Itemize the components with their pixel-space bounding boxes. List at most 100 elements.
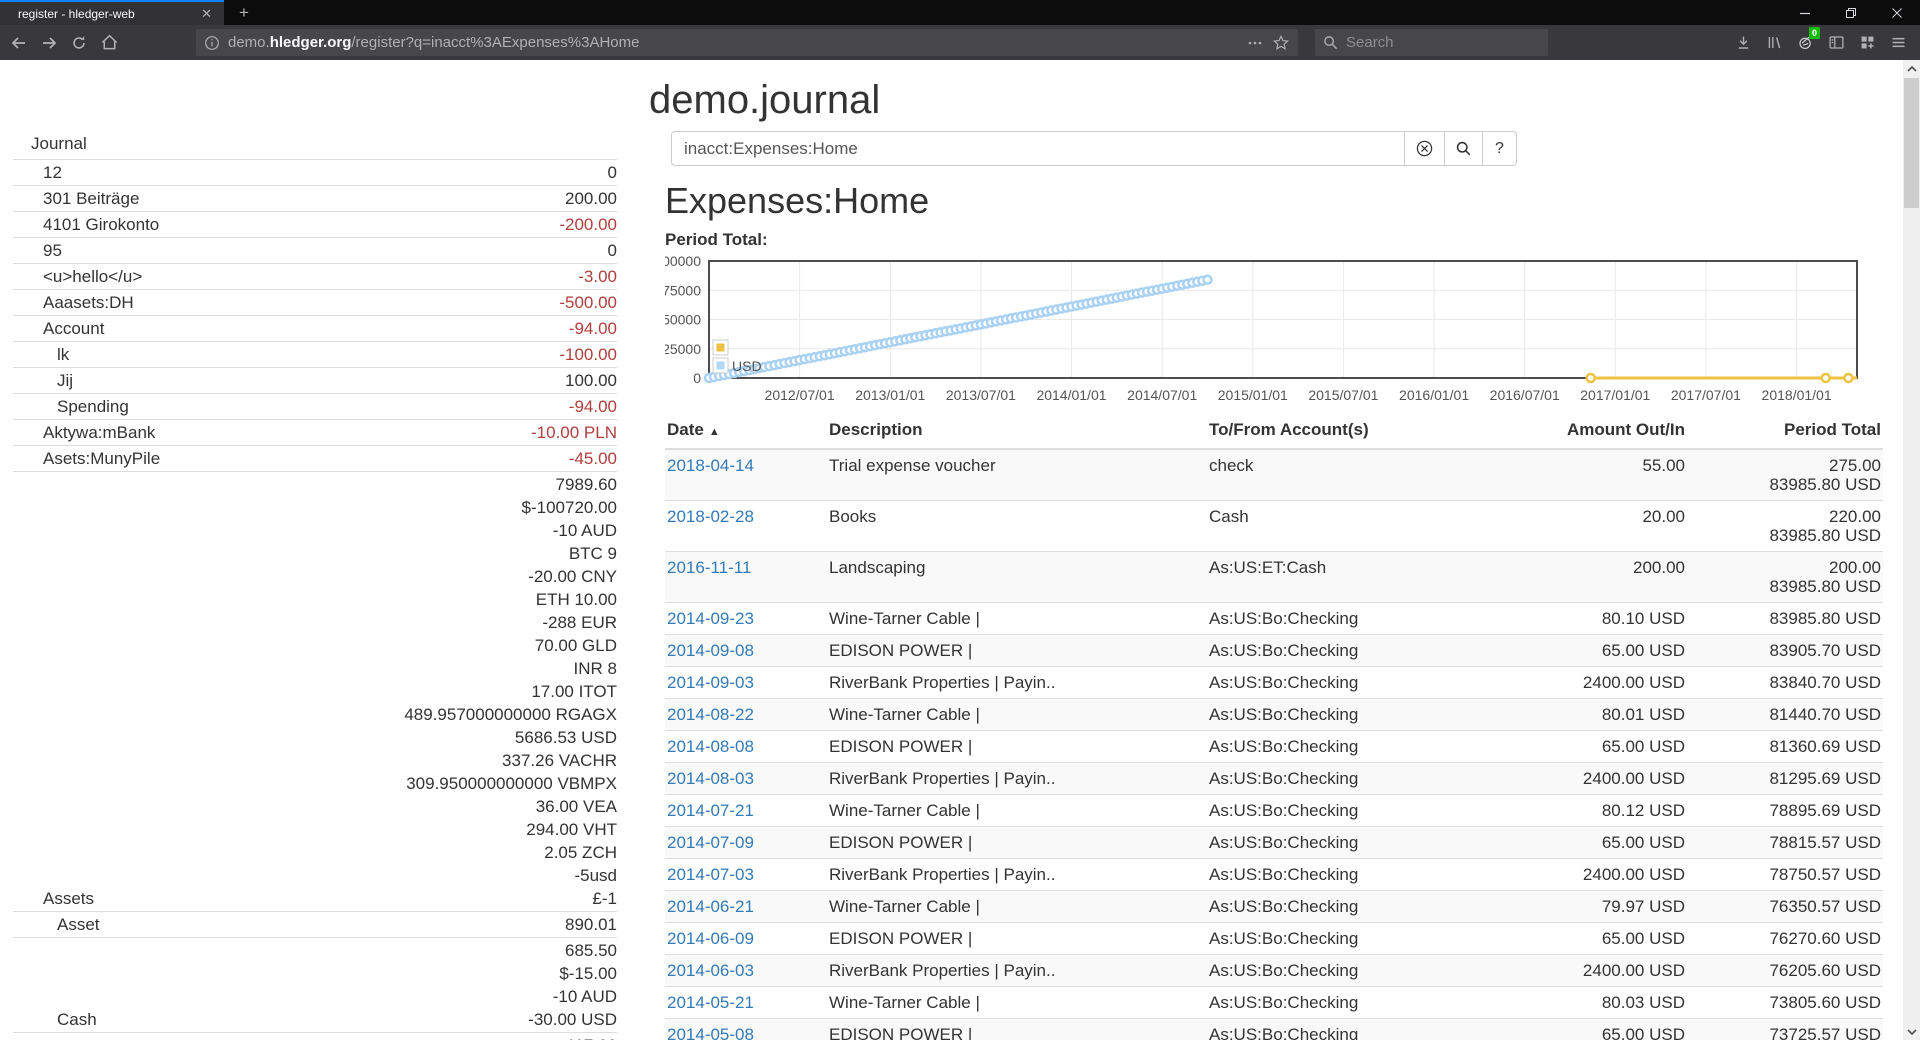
col-date[interactable]: Date ▲ bbox=[665, 414, 827, 450]
vertical-scrollbar[interactable] bbox=[1903, 60, 1920, 1040]
transaction-description: RiverBank Properties | Payin.. bbox=[827, 762, 1207, 795]
period-total-value: 81360.69 USD bbox=[1769, 737, 1881, 756]
sidebar-account-link[interactable]: Assets bbox=[43, 889, 95, 908]
downloads-button[interactable] bbox=[1728, 28, 1759, 57]
browser-search-field[interactable]: Search bbox=[1315, 29, 1548, 56]
extension-button[interactable]: 0 bbox=[1790, 27, 1821, 57]
back-button[interactable] bbox=[4, 29, 34, 57]
page-actions-icon[interactable] bbox=[1246, 34, 1264, 52]
home-button[interactable] bbox=[94, 29, 124, 57]
account-balance: -10 AUD bbox=[552, 521, 617, 540]
amount-out-in: 200.00 bbox=[1537, 551, 1687, 603]
transaction-date-link[interactable]: 2014-08-03 bbox=[667, 769, 754, 788]
overflow-grid-button[interactable] bbox=[1852, 28, 1883, 57]
library-button[interactable] bbox=[1759, 28, 1790, 57]
sidebar-account-link[interactable]: Aaasets:DH bbox=[43, 293, 134, 312]
scroll-up-button[interactable] bbox=[1903, 60, 1920, 77]
sidebar-account-link[interactable]: 95 bbox=[43, 241, 62, 260]
transaction-date-link[interactable]: 2018-02-28 bbox=[667, 507, 754, 526]
sidebar-account-list: 12 0 301 Beiträge 200.00 4101 Girokonto -200.… bbox=[13, 159, 617, 1040]
sidebar-journal-link[interactable]: Journal bbox=[31, 134, 87, 153]
site-info-icon[interactable] bbox=[204, 35, 220, 51]
sidebar-account-link[interactable]: lk bbox=[57, 345, 70, 364]
sidebar-account-link[interactable]: Asets:MunyPile bbox=[43, 449, 161, 468]
transaction-date-link[interactable]: 2014-09-08 bbox=[667, 641, 754, 660]
menu-button[interactable] bbox=[1883, 28, 1914, 57]
transaction-date-link[interactable]: 2016-11-11 bbox=[667, 558, 752, 577]
account-link[interactable]: As:US:Bo:Checking bbox=[1209, 801, 1359, 820]
account-link[interactable]: As:US:Bo:Checking bbox=[1209, 833, 1359, 852]
transaction-date-link[interactable]: 2014-08-08 bbox=[667, 737, 754, 756]
period-total-value: 76205.60 USD bbox=[1769, 961, 1881, 980]
transaction-description: Landscaping bbox=[827, 551, 1207, 603]
account-balance: ETH 10.00 bbox=[535, 590, 617, 609]
transaction-date-link[interactable]: 2014-09-03 bbox=[667, 673, 754, 692]
sidebar-account-link[interactable]: Asset bbox=[57, 915, 100, 934]
sidebar-account-link[interactable]: 4101 Girokonto bbox=[43, 215, 160, 234]
url-bar[interactable]: demo.hledger.org/register?q=inacct%3AExp… bbox=[196, 29, 1298, 56]
sidebar-account-link[interactable]: <u>hello</u> bbox=[43, 267, 143, 286]
sidebar-account-link[interactable]: Jij bbox=[57, 371, 74, 390]
account-link[interactable]: As:US:Bo:Checking bbox=[1209, 769, 1359, 788]
account-link[interactable]: As:US:Bo:Checking bbox=[1209, 705, 1359, 724]
transaction-date-link[interactable]: 2014-07-03 bbox=[667, 865, 754, 884]
scroll-down-button[interactable] bbox=[1903, 1023, 1920, 1040]
account-link[interactable]: check bbox=[1209, 456, 1254, 475]
period-total-value: 83985.80 USD bbox=[1769, 577, 1881, 596]
transaction-date-link[interactable]: 2014-07-21 bbox=[667, 801, 754, 820]
sidebar-account-link[interactable]: Account bbox=[43, 319, 105, 338]
sidebar-account-link[interactable]: Aktywa:mBank bbox=[43, 423, 156, 442]
page-content: Journal 12 0 301 Beiträge 200.00 4101 Giroko… bbox=[0, 60, 1920, 1040]
svg-text:25000: 25000 bbox=[665, 341, 701, 357]
account-link[interactable]: As:US:Bo:Checking bbox=[1209, 1025, 1359, 1040]
period-total-value: 73725.57 USD bbox=[1769, 1025, 1881, 1040]
transaction-date-link[interactable]: 2014-08-22 bbox=[667, 705, 754, 724]
transaction-date-link[interactable]: 2014-06-09 bbox=[667, 929, 754, 948]
account-link[interactable]: Cash bbox=[1209, 507, 1249, 526]
reload-button[interactable] bbox=[64, 29, 94, 57]
clear-search-button[interactable] bbox=[1405, 131, 1445, 166]
sidebar-account-link[interactable]: Cash bbox=[57, 1010, 97, 1029]
query-input[interactable] bbox=[671, 131, 1405, 166]
search-button[interactable] bbox=[1445, 131, 1483, 166]
window-restore-button[interactable] bbox=[1828, 0, 1874, 25]
window-close-button[interactable] bbox=[1874, 0, 1920, 25]
new-tab-button[interactable]: + bbox=[239, 3, 249, 22]
window-minimize-button[interactable] bbox=[1782, 0, 1828, 25]
transaction-date-link[interactable]: 2014-06-21 bbox=[667, 897, 754, 916]
transaction-date-link[interactable]: 2014-09-23 bbox=[667, 609, 754, 628]
account-link[interactable]: As:US:Bo:Checking bbox=[1209, 865, 1359, 884]
sidebar-toggle-button[interactable] bbox=[1821, 28, 1852, 57]
account-link[interactable]: As:US:Bo:Checking bbox=[1209, 897, 1359, 916]
account-link[interactable]: As:US:Bo:Checking bbox=[1209, 673, 1359, 692]
account-link[interactable]: As:US:Bo:Checking bbox=[1209, 641, 1359, 660]
forward-button[interactable] bbox=[34, 29, 64, 57]
account-balance: -45.00 bbox=[568, 449, 617, 468]
svg-text:2014/01/01: 2014/01/01 bbox=[1036, 387, 1106, 403]
sidebar-account-link[interactable]: Spending bbox=[57, 397, 129, 416]
bookmark-star-icon[interactable] bbox=[1272, 34, 1290, 52]
browser-tab[interactable]: register - hledger-web ✕ bbox=[0, 0, 224, 25]
period-total-cell: 81295.69 USD bbox=[1687, 762, 1883, 795]
period-total-value: 76270.60 USD bbox=[1769, 929, 1881, 948]
account-link[interactable]: As:US:Bo:Checking bbox=[1209, 737, 1359, 756]
account-link[interactable]: As:US:ET:Cash bbox=[1209, 558, 1327, 577]
tab-close-icon[interactable]: ✕ bbox=[201, 5, 212, 21]
sidebar-account-link[interactable]: 301 Beiträge bbox=[43, 189, 140, 208]
transaction-date-link[interactable]: 2014-05-21 bbox=[667, 993, 754, 1012]
account-link[interactable]: As:US:Bo:Checking bbox=[1209, 961, 1359, 980]
period-total-cell: 81440.70 USD bbox=[1687, 698, 1883, 731]
help-button[interactable]: ? bbox=[1483, 131, 1517, 166]
scrollbar-thumb[interactable] bbox=[1904, 78, 1919, 208]
transaction-date-link[interactable]: 2018-04-14 bbox=[667, 456, 754, 475]
transaction-description: EDISON POWER | bbox=[827, 730, 1207, 763]
account-link[interactable]: As:US:Bo:Checking bbox=[1209, 929, 1359, 948]
account-link[interactable]: As:US:Bo:Checking bbox=[1209, 993, 1359, 1012]
sidebar-account-link[interactable]: 12 bbox=[43, 163, 62, 182]
transaction-date-link[interactable]: 2014-07-09 bbox=[667, 833, 754, 852]
period-total-chart[interactable]: 2012/07/01 2013/01/01 2013/07/01 2014/01/01… bbox=[665, 252, 1875, 410]
account-link[interactable]: As:US:Bo:Checking bbox=[1209, 609, 1359, 628]
account-balance-column: 200.00 bbox=[139, 187, 617, 210]
transaction-date-link[interactable]: 2014-06-03 bbox=[667, 961, 754, 980]
transaction-date-link[interactable]: 2014-05-08 bbox=[667, 1025, 754, 1040]
